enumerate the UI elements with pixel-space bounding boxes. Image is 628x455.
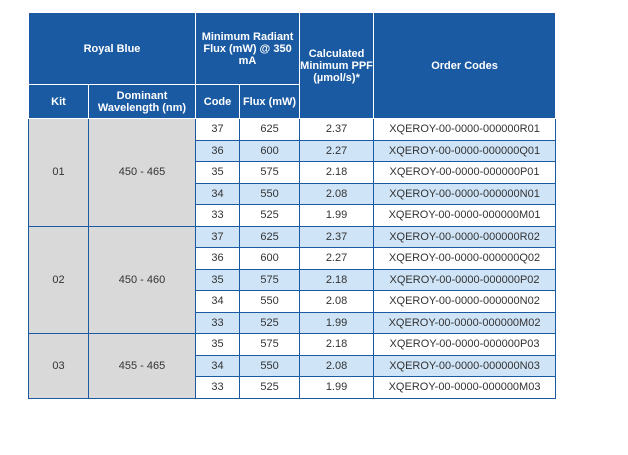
table-row: 02 450 - 460 37 625 2.37 XQEROY-00-0000-… [28,225,557,334]
flux-cell: 625 [239,118,301,141]
code-cell: 33 [195,204,241,227]
flux-cell: 600 [239,139,301,162]
flux-header: Flux (mW) [239,84,301,119]
order-code-cell: XQEROY-00-0000-000000N01 [373,182,557,205]
flux-cell: 550 [239,354,301,377]
table-row: 33 525 1.99 XQEROY-00-0000-000000M01 [29,204,557,227]
order-code-cell: XQEROY-00-0000-000000N02 [373,290,557,313]
order-code-cell: XQEROY-00-0000-000000R01 [373,118,557,141]
kit-cell: 02 [28,225,89,334]
code-cell: 37 [195,225,241,248]
flux-cell: 575 [239,161,301,184]
order-code-cell: XQEROY-00-0000-000000M03 [373,376,557,399]
wavelength-cell: 450 - 460 [87,225,197,334]
table-row: 01 450 - 465 37 625 2.37 XQEROY-00-0000-… [28,118,557,227]
ppf-cell: 1.99 [299,376,375,399]
table-row: 35 575 2.18 XQEROY-00-0000-000000P02 [29,268,557,291]
order-code-cell: XQEROY-00-0000-000000M02 [373,311,557,334]
ppf-cell: 1.99 [299,204,375,227]
order-code-cell: XQEROY-00-0000-000000P03 [373,333,557,356]
ppf-cell: 2.18 [299,161,375,184]
wavelength-cell: 450 - 465 [87,118,197,227]
code-cell: 37 [195,118,241,141]
order-code-cell: XQEROY-00-0000-000000Q01 [373,139,557,162]
table-row: 34 550 2.08 XQEROY-00-0000-000000N03 [29,354,557,377]
ppf-cell: 2.27 [299,139,375,162]
code-cell: 35 [195,161,241,184]
ppf-header: Calculated Minimum PPF (µmol/s)* [299,12,375,119]
order-code-cell: XQEROY-00-0000-000000P01 [373,161,557,184]
order-code-cell: XQEROY-00-0000-000000N03 [373,354,557,377]
code-cell: 34 [195,354,241,377]
min-flux-header: Minimum Radiant Flux (mW) @ 350 mA [195,12,301,85]
code-cell: 34 [195,182,241,205]
code-cell: 35 [195,333,241,356]
flux-cell: 625 [239,225,301,248]
flux-cell: 525 [239,376,301,399]
code-header: Code [195,84,241,119]
ppf-cell: 2.08 [299,182,375,205]
flux-cell: 525 [239,204,301,227]
flux-cell: 550 [239,290,301,313]
table-row: 34 550 2.08 XQEROY-00-0000-000000N02 [29,290,557,313]
table-row: 33 525 1.99 XQEROY-00-0000-000000M03 [29,376,557,399]
flux-cell: 575 [239,268,301,291]
table-row: 03 455 - 465 35 575 2.18 XQEROY-00-0000-… [28,333,557,399]
order-code-cell: XQEROY-00-0000-000000R02 [373,225,557,248]
ppf-cell: 1.99 [299,311,375,334]
ppf-cell: 2.27 [299,247,375,270]
royal-blue-header: Royal Blue [27,12,197,85]
order-codes-table: Royal Blue Minimum Radiant Flux (mW) @ 3… [27,12,557,399]
code-cell: 36 [195,139,241,162]
flux-cell: 550 [239,182,301,205]
code-cell: 34 [195,290,241,313]
ppf-cell: 2.08 [299,290,375,313]
table-row: 36 600 2.27 XQEROY-00-0000-000000Q01 [29,139,557,162]
ppf-cell: 2.08 [299,354,375,377]
table-row: 33 525 1.99 XQEROY-00-0000-000000M02 [29,311,557,334]
kit-header: Kit [28,84,89,119]
ppf-cell: 2.18 [299,268,375,291]
flux-cell: 575 [239,333,301,356]
order-code-cell: XQEROY-00-0000-000000P02 [373,268,557,291]
table-row: 34 550 2.08 XQEROY-00-0000-000000N01 [29,182,557,205]
ppf-cell: 2.37 [299,118,375,141]
ppf-cell: 2.37 [299,225,375,248]
table-body: 01 450 - 465 37 625 2.37 XQEROY-00-0000-… [28,118,557,399]
wavelength-header: Dominant Wavelength (nm) [87,84,197,119]
code-cell: 33 [195,311,241,334]
kit-cell: 01 [28,118,89,227]
kit-cell: 03 [28,333,89,399]
code-cell: 33 [195,376,241,399]
ppf-cell: 2.18 [299,333,375,356]
order-codes-header: Order Codes [373,12,557,119]
code-cell: 35 [195,268,241,291]
wavelength-cell: 455 - 465 [87,333,197,399]
order-code-cell: XQEROY-00-0000-000000Q02 [373,247,557,270]
order-code-cell: XQEROY-00-0000-000000M01 [373,204,557,227]
flux-cell: 600 [239,247,301,270]
table-row: 36 600 2.27 XQEROY-00-0000-000000Q02 [29,247,557,270]
code-cell: 36 [195,247,241,270]
flux-cell: 525 [239,311,301,334]
